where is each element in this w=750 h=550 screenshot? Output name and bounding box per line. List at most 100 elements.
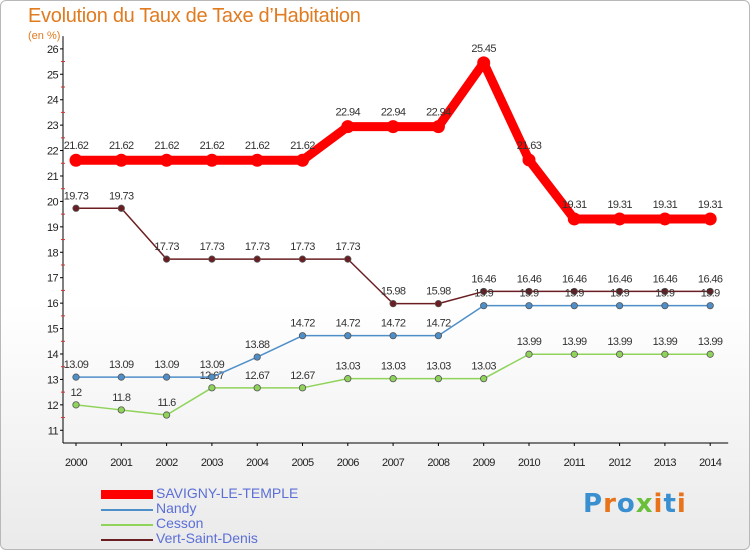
data-point <box>434 332 442 340</box>
data-label: 14.72 <box>426 318 451 330</box>
data-point <box>434 300 442 308</box>
data-point <box>661 287 669 296</box>
data-label: 13.99 <box>698 336 723 348</box>
data-label: 13.09 <box>64 359 89 371</box>
data-label: 15.98 <box>381 286 406 298</box>
data-label: 22.94 <box>336 107 361 119</box>
data-point <box>522 153 536 167</box>
data-point <box>72 373 80 381</box>
data-label: 22.94 <box>426 107 451 119</box>
x-tick-label: 2005 <box>291 457 314 469</box>
data-label: 21.62 <box>109 140 134 152</box>
data-label: 12.67 <box>245 370 270 382</box>
data-label: 17.73 <box>154 241 179 253</box>
data-label: 25.45 <box>471 43 496 55</box>
data-label: 13.99 <box>653 336 678 348</box>
data-label: 14.72 <box>290 318 315 330</box>
data-point <box>72 401 80 409</box>
y-tick-label: 14 <box>47 349 59 361</box>
data-label: 22.94 <box>381 107 406 119</box>
y-tick-label: 16 <box>47 298 59 310</box>
logo-letter: o <box>616 489 636 519</box>
legend-label: Cesson <box>156 515 204 531</box>
data-point <box>298 384 307 392</box>
data-point <box>570 350 578 358</box>
data-point <box>117 204 125 212</box>
data-label: 19.31 <box>653 199 678 211</box>
data-point <box>706 302 714 310</box>
data-label: 11.8 <box>112 392 131 404</box>
x-tick-label: 2013 <box>654 457 677 469</box>
data-point <box>389 375 397 383</box>
data-point <box>525 287 533 296</box>
data-point <box>250 153 264 167</box>
data-point <box>160 153 174 167</box>
data-label: 13.09 <box>154 359 179 371</box>
data-point <box>344 255 352 263</box>
data-label: 21.63 <box>517 140 542 152</box>
data-label: 13.09 <box>109 359 134 371</box>
data-point <box>570 302 578 310</box>
data-point <box>208 384 216 392</box>
data-point <box>205 153 219 167</box>
data-label: 11.6 <box>157 397 176 409</box>
data-label: 13.88 <box>245 339 270 351</box>
logo-letter: i <box>676 489 687 519</box>
proxiti-logo: Proxiti <box>583 489 687 519</box>
data-label: 15.9 <box>610 288 629 300</box>
data-point <box>253 384 261 392</box>
y-tick-label: 19 <box>47 222 59 234</box>
y-tick-label: 20 <box>47 196 59 208</box>
legend-label: SAVIGNY-LE-TEMPLE <box>156 485 299 501</box>
y-tick-label: 21 <box>47 171 59 183</box>
legend-label: Nandy <box>156 500 197 516</box>
data-point <box>117 373 125 381</box>
x-tick-label: 2009 <box>473 457 496 469</box>
logo-letter: P <box>583 489 604 519</box>
chart-title: Evolution du Taux de Taxe d’Habitation <box>28 5 361 27</box>
data-point <box>570 287 578 296</box>
data-label: 17.73 <box>336 241 361 253</box>
data-label: 19.73 <box>109 190 134 202</box>
legend-swatch <box>101 490 153 499</box>
data-label: 15.9 <box>701 288 720 300</box>
data-point <box>298 255 307 263</box>
data-point <box>114 153 128 167</box>
data-label: 21.62 <box>154 140 179 152</box>
y-tick-label: 26 <box>47 44 59 56</box>
data-point <box>706 287 714 296</box>
data-point <box>615 350 624 358</box>
data-label: 13.99 <box>517 336 542 348</box>
y-tick-label: 22 <box>47 146 59 158</box>
data-label: 12 <box>70 387 82 399</box>
data-label: 15.9 <box>655 288 674 300</box>
data-point <box>208 255 216 263</box>
data-point <box>615 302 624 310</box>
data-label: 13.99 <box>607 336 632 348</box>
x-tick-label: 2002 <box>156 457 179 469</box>
y-tick-label: 12 <box>47 400 59 412</box>
y-tick-label: 23 <box>47 120 59 132</box>
data-point <box>208 373 216 381</box>
data-point <box>658 212 672 226</box>
data-label: 14.72 <box>381 318 406 330</box>
data-label: 16.46 <box>653 273 678 285</box>
data-label: 13.03 <box>426 361 451 373</box>
data-label: 14.72 <box>336 318 361 330</box>
data-point <box>706 350 714 358</box>
data-label: 16.46 <box>471 273 496 285</box>
data-label: 19.73 <box>64 190 89 202</box>
x-tick-label: 2004 <box>246 457 269 469</box>
logo-letter: r <box>603 489 617 519</box>
x-tick-label: 2014 <box>699 457 722 469</box>
x-tick-label: 2007 <box>382 457 405 469</box>
data-label: 15.9 <box>565 288 584 300</box>
legend-swatch <box>101 524 153 526</box>
logo-letter: i <box>653 489 664 519</box>
data-label: 21.62 <box>64 140 89 152</box>
data-label: 12.67 <box>290 370 315 382</box>
logo-letter: t <box>663 489 677 519</box>
x-tick-label: 2012 <box>609 457 632 469</box>
data-label: 15.9 <box>519 288 538 300</box>
